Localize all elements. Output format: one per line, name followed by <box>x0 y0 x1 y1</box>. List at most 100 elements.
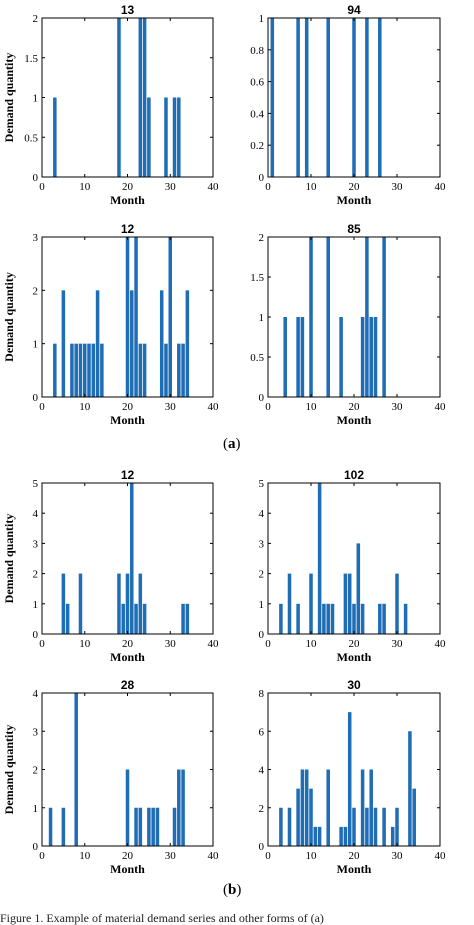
y-tick-label: 6 <box>259 726 265 738</box>
y-tick-label: 0.2 <box>250 140 264 152</box>
bar <box>130 483 134 634</box>
bar <box>304 769 309 846</box>
y-tick-label: 4 <box>259 765 265 777</box>
bar <box>412 788 416 847</box>
bar <box>61 573 66 634</box>
panel-b-label: (b) <box>223 882 242 898</box>
bar <box>365 18 369 177</box>
y-tick-label: 1 <box>259 312 265 324</box>
x-tick-label: 40 <box>435 638 447 650</box>
y-tick-label: 0.4 <box>250 108 264 120</box>
bar <box>296 18 300 177</box>
panel-a-letter: a <box>228 436 236 452</box>
bar <box>78 343 83 397</box>
bar <box>309 237 313 397</box>
bar <box>347 573 352 634</box>
bar <box>83 343 87 397</box>
bar <box>296 788 300 847</box>
y-tick-label: 0.5 <box>250 352 264 364</box>
y-tick-label: 0 <box>259 172 265 184</box>
bar <box>378 18 382 177</box>
x-tick-label: 30 <box>392 850 404 862</box>
x-tick-label: 10 <box>79 638 91 650</box>
bar <box>138 807 143 846</box>
bar <box>181 603 185 634</box>
bar <box>352 603 356 634</box>
chart-title: 102 <box>344 468 364 482</box>
chart-title: 13 <box>121 3 135 17</box>
y-tick-label: 4 <box>259 508 265 520</box>
bar <box>147 807 151 846</box>
bar <box>134 807 138 846</box>
bar <box>382 807 386 846</box>
y-tick-label: 1 <box>33 93 39 105</box>
x-tick-label: 40 <box>208 401 220 413</box>
y-tick-label: 0 <box>259 392 265 404</box>
bar <box>61 807 66 846</box>
x-tick-label: 10 <box>306 638 318 650</box>
panel-b-letter: b <box>228 882 237 898</box>
bar <box>360 769 365 846</box>
bar <box>65 603 70 634</box>
y-axis-label: Demand quantity <box>2 514 16 604</box>
y-tick-label: 4 <box>33 508 39 520</box>
chart-title: 12 <box>121 222 135 236</box>
chart-panel: 0 10 20 30 40 0 2 4 6 8 30 Month <box>259 678 447 876</box>
panel-a-label: (a) <box>223 436 241 452</box>
bar <box>360 603 365 634</box>
x-tick-label: 0 <box>265 638 271 650</box>
bar <box>181 343 185 397</box>
y-tick-label: 3 <box>33 232 39 244</box>
bar <box>352 807 356 846</box>
y-tick-label: 8 <box>259 688 265 700</box>
x-axis-label: Month <box>110 193 145 207</box>
bar <box>138 573 143 634</box>
y-axis-label: Demand quantity <box>2 272 16 362</box>
bar <box>300 317 305 397</box>
y-tick-label: 2 <box>33 285 39 297</box>
y-tick-label: 1 <box>259 599 265 611</box>
axes-frame <box>267 236 441 398</box>
bar <box>172 807 177 846</box>
x-tick-label: 10 <box>79 181 91 193</box>
bar <box>326 769 330 846</box>
x-tick-label: 20 <box>122 401 134 413</box>
bar <box>382 237 386 397</box>
x-tick-label: 0 <box>39 181 45 193</box>
bar <box>283 317 287 397</box>
y-tick-label: 5 <box>33 478 39 490</box>
y-tick-label: 2 <box>259 232 265 244</box>
chart-title: 28 <box>121 678 135 692</box>
bar <box>61 290 66 397</box>
chart-panel: 0 10 20 30 40 0 1 2 3 4 5 102 Month <box>259 468 447 664</box>
x-tick-label: 20 <box>349 401 361 413</box>
x-tick-label: 30 <box>165 181 177 193</box>
bar <box>339 317 343 397</box>
x-tick-label: 10 <box>306 850 318 862</box>
bar <box>147 97 151 177</box>
bar <box>373 317 378 397</box>
x-tick-label: 20 <box>122 850 134 862</box>
x-tick-label: 0 <box>265 181 271 193</box>
bar <box>403 603 408 634</box>
y-tick-label: 1 <box>33 803 39 815</box>
bar <box>95 290 100 397</box>
bar <box>356 543 361 634</box>
x-tick-label: 20 <box>349 638 361 650</box>
x-tick-label: 10 <box>306 181 318 193</box>
x-tick-label: 40 <box>208 638 220 650</box>
y-tick-label: 0.5 <box>24 132 38 144</box>
x-tick-label: 30 <box>165 638 177 650</box>
bar <box>373 807 378 846</box>
y-tick-label: 1.5 <box>24 53 38 65</box>
x-axis-label: Month <box>110 413 145 427</box>
x-tick-label: 30 <box>165 401 177 413</box>
bar <box>138 18 143 177</box>
y-tick-label: 1.5 <box>250 272 264 284</box>
bar <box>270 18 275 177</box>
y-tick-label: 2 <box>259 803 265 815</box>
bar <box>313 826 318 847</box>
x-axis-label: Month <box>337 862 372 876</box>
chart-panel: 0 10 20 30 40 0 1 2 3 4 28 Month Demand quantity <box>2 678 219 876</box>
